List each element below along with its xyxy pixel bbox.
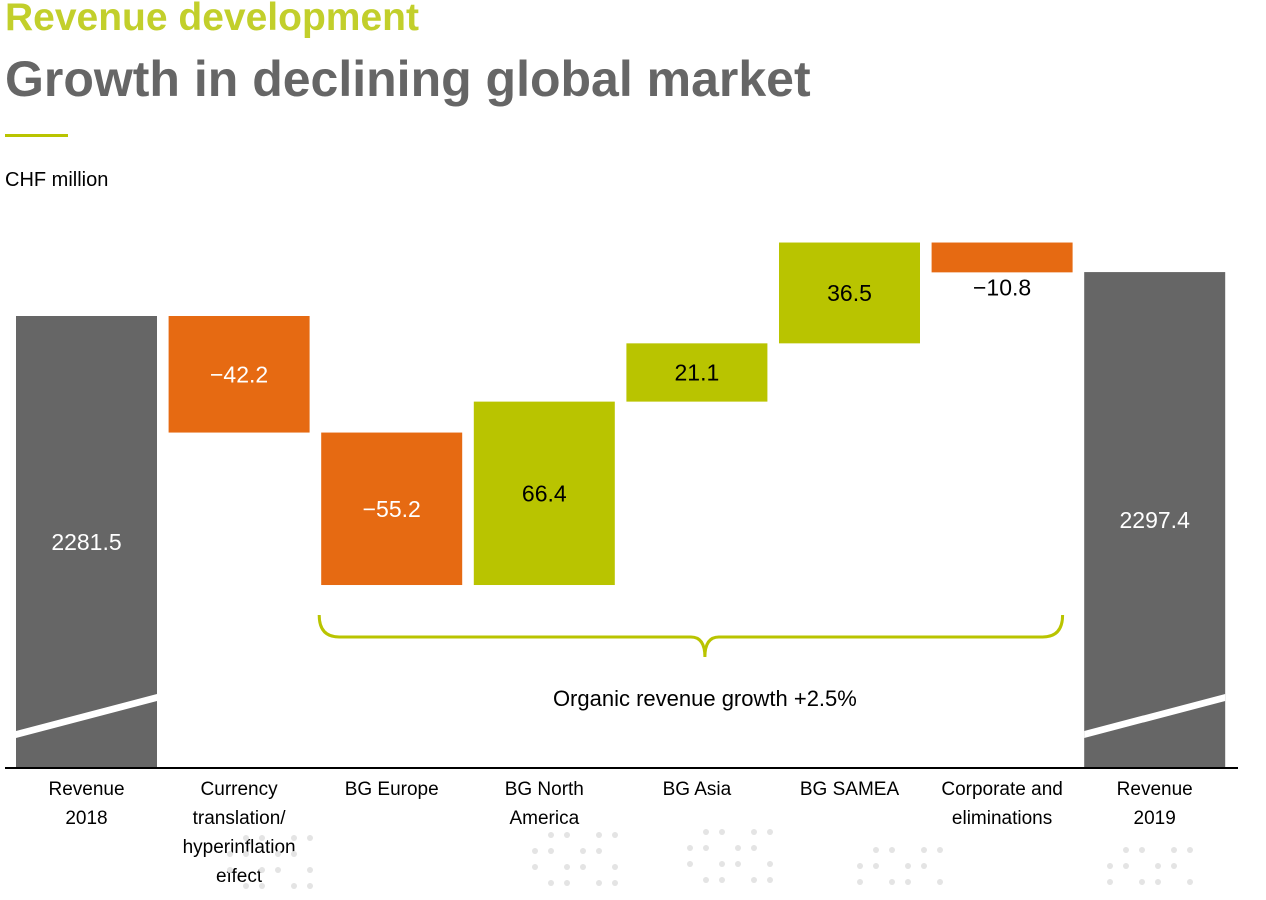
category-label-3: BG North America — [505, 779, 584, 829]
data-label-1: −42.2 — [210, 361, 268, 387]
axis-break-7 — [1084, 694, 1226, 738]
data-label-4: 21.1 — [675, 359, 720, 385]
data-label-0: 2281.5 — [51, 529, 121, 555]
data-label-6: −10.8 — [973, 274, 1031, 300]
category-label-2: BG Europe — [345, 779, 439, 800]
bar-1 — [168, 316, 310, 433]
category-label-5: BG SAMEA — [800, 779, 900, 800]
category-label-4: BG Asia — [663, 779, 732, 800]
bar-6 — [931, 242, 1073, 273]
category-label-7: Revenue 2019 — [1117, 779, 1193, 829]
decorative-dot-pattern — [227, 829, 1193, 889]
bar-5 — [779, 242, 920, 344]
page-title: Growth in declining global market — [5, 51, 811, 107]
data-label-2: −55.2 — [363, 496, 421, 522]
organic-growth-bracket — [317, 614, 1065, 658]
bar-4 — [626, 343, 768, 402]
organic-growth-label: Organic revenue growth +2.5% — [553, 686, 857, 711]
data-label-5: 36.5 — [827, 280, 872, 306]
bar-3 — [473, 401, 615, 586]
category-label-6: Corporate and eliminations — [941, 779, 1062, 829]
axis-break-0 — [16, 694, 157, 738]
unit-label: CHF million — [5, 169, 109, 191]
bar-0 — [16, 316, 157, 768]
category-label-0: Revenue 2018 — [48, 779, 124, 829]
accent-rule — [5, 134, 68, 137]
category-label-1: Currency translation/hyperinflation effect — [183, 779, 296, 887]
bar-2 — [321, 432, 463, 586]
data-label-7: 2297.4 — [1120, 507, 1191, 533]
bar-7 — [1084, 272, 1226, 768]
section-kicker: Revenue development — [5, 0, 419, 39]
data-label-3: 66.4 — [522, 480, 567, 506]
